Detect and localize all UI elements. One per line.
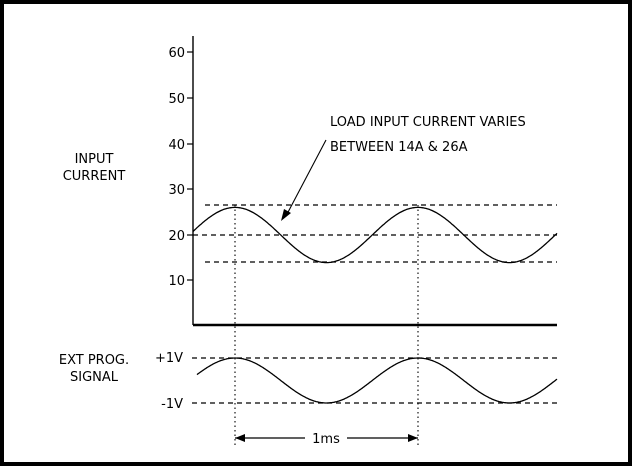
signal-sine-wave [196,357,558,404]
tick-label-50: 50 [168,92,185,107]
period-label: 1ms [312,432,340,447]
y-ticks: 60 50 40 30 20 10 [168,46,193,289]
signal-label-line2: SIGNAL [70,370,119,385]
signal-neg-label: -1V [161,397,183,412]
tick-label-30: 30 [168,183,185,198]
tick-label-10: 10 [168,274,185,289]
input-label-line2: CURRENT [63,169,126,184]
annotation-arrowhead [281,209,291,221]
annotation-leader [285,139,327,217]
period-arrow-left [235,434,245,442]
annotation-line2: BETWEEN 14A & 26A [330,140,468,155]
input-label-line1: INPUT [75,152,114,167]
current-sine-wave [192,206,558,264]
tick-label-40: 40 [168,138,185,153]
tick-label-20: 20 [168,229,185,244]
tick-label-60: 60 [168,46,185,61]
signal-label-line1: EXT PROG. [59,353,129,368]
period-arrow-right [408,434,418,442]
annotation-line1: LOAD INPUT CURRENT VARIES [330,115,526,130]
signal-pos-label: +1V [155,351,183,366]
